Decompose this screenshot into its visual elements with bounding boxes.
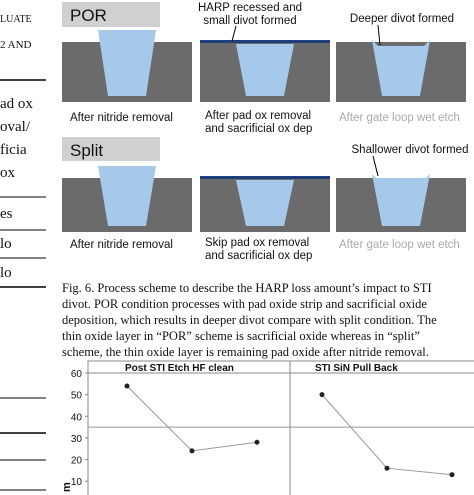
series-line	[126, 385, 258, 452]
y-tick-label: 20	[71, 456, 83, 467]
data-point	[384, 465, 390, 471]
label-box	[62, 137, 160, 161]
y-tick-label: 60	[71, 369, 83, 380]
y-tick-label: 30	[71, 434, 83, 445]
label: Split	[70, 141, 103, 160]
panel-title: STI SiN Pull Back	[315, 363, 398, 374]
label-box	[62, 2, 160, 27]
caption: After gate loop wet etch	[339, 239, 460, 251]
caption: and sacrificial ox dep	[205, 250, 312, 262]
data-point	[124, 383, 130, 389]
annotation: small divot formed	[203, 15, 296, 27]
table-cell: lo	[0, 236, 12, 252]
annotation: Deeper divot formed	[350, 13, 454, 25]
caption: After nitride removal	[70, 112, 173, 124]
figure-caption: deposition, which results in deeper divo…	[62, 313, 437, 327]
annotation: Shallower divot formed	[352, 144, 469, 156]
figure-caption: thin oxide layer in “POR” scheme is sacr…	[62, 329, 420, 343]
series-line	[321, 394, 453, 476]
table-cell: ficia	[0, 142, 27, 158]
data-point	[254, 439, 260, 445]
chart: 60 50 40 30 20 10	[71, 369, 474, 488]
table-cell: oval/	[0, 119, 31, 135]
data-point	[449, 472, 455, 478]
panel-title: Post STI Etch HF clean	[125, 363, 234, 374]
label: POR	[70, 6, 107, 25]
data-point	[319, 392, 325, 398]
heading: LUATE	[0, 14, 32, 25]
caption: After pad ox removal	[205, 110, 311, 122]
table-cell: lo	[0, 265, 12, 281]
caption: Skip pad ox removal	[205, 237, 309, 249]
caption: After nitride removal	[70, 239, 173, 251]
figure-caption: divot. POR condition processes with pad …	[62, 297, 427, 311]
table-cell: es	[0, 206, 13, 222]
y-tick-label: 40	[71, 412, 83, 423]
caption: and sacrificial ox dep	[205, 123, 312, 135]
table-cell: ad ox	[0, 96, 33, 112]
caption: After gate loop wet etch	[339, 112, 460, 124]
plot-frame	[87, 360, 474, 495]
y-axis-label: m	[61, 482, 73, 492]
figure-caption: Fig. 6. Process scheme to describe the H…	[62, 281, 432, 295]
data-point	[189, 448, 195, 454]
table-cell: ox	[0, 165, 16, 181]
diagram-row	[62, 155, 466, 232]
y-tick-label: 50	[71, 391, 83, 402]
annotation: HARP recessed and	[198, 2, 302, 14]
diagram-row	[62, 24, 466, 102]
y-tick-label: 10	[71, 477, 83, 488]
heading: 2 AND	[0, 39, 32, 51]
figure-caption: scheme, the thin oxide layer is remainin…	[62, 345, 429, 359]
